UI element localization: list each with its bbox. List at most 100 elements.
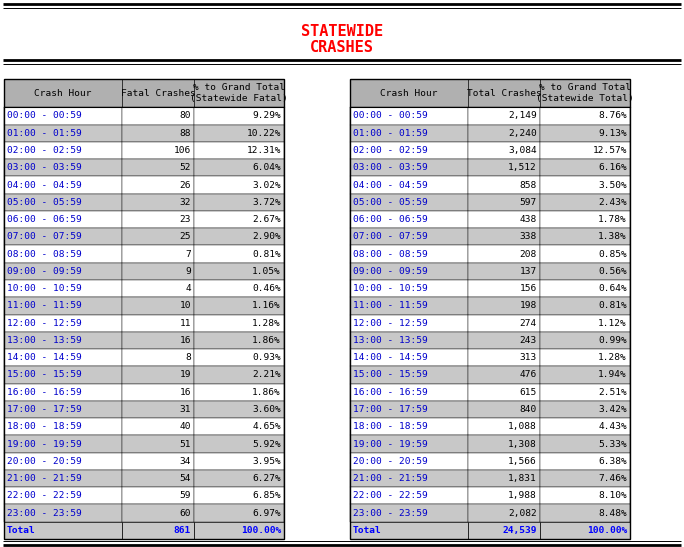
Bar — [122, 504, 194, 522]
Text: 6.27%: 6.27% — [252, 474, 281, 483]
Text: 1.94%: 1.94% — [598, 370, 627, 380]
Text: 0.85%: 0.85% — [598, 249, 627, 259]
Bar — [350, 418, 468, 435]
Bar — [468, 211, 540, 228]
Bar — [540, 263, 630, 280]
Text: 1,088: 1,088 — [508, 422, 537, 431]
Bar — [468, 487, 540, 504]
Text: 21:00 - 21:59: 21:00 - 21:59 — [7, 474, 82, 483]
Bar — [350, 211, 468, 228]
Text: 26: 26 — [179, 181, 191, 189]
Bar — [468, 504, 540, 522]
Bar — [468, 263, 540, 280]
Text: 06:00 - 06:59: 06:00 - 06:59 — [353, 215, 428, 224]
Text: 10.22%: 10.22% — [246, 129, 281, 138]
Bar — [468, 159, 540, 176]
Bar — [4, 142, 122, 159]
Text: 3.95%: 3.95% — [252, 457, 281, 466]
Text: Crash Hour: Crash Hour — [380, 89, 438, 98]
Bar — [540, 453, 630, 470]
Text: 5.92%: 5.92% — [252, 440, 281, 449]
Text: Crash Hour: Crash Hour — [34, 89, 92, 98]
Bar — [468, 435, 540, 453]
Bar — [468, 349, 540, 366]
Bar — [122, 263, 194, 280]
Text: 1,308: 1,308 — [508, 440, 537, 449]
Bar — [350, 194, 468, 211]
Text: Total: Total — [353, 526, 382, 535]
Bar — [4, 470, 122, 487]
Text: 6.38%: 6.38% — [598, 457, 627, 466]
Text: 16: 16 — [179, 336, 191, 345]
Bar — [4, 107, 122, 125]
Bar — [350, 470, 468, 487]
Text: 7: 7 — [185, 249, 191, 259]
Text: 12:00 - 12:59: 12:00 - 12:59 — [353, 319, 428, 328]
Bar — [468, 418, 540, 435]
Bar — [350, 263, 468, 280]
Text: 1.05%: 1.05% — [252, 267, 281, 276]
Bar — [4, 194, 122, 211]
Bar — [350, 159, 468, 176]
Bar — [122, 418, 194, 435]
Text: 3.02%: 3.02% — [252, 181, 281, 189]
Text: 23: 23 — [179, 215, 191, 224]
Text: 21:00 - 21:59: 21:00 - 21:59 — [353, 474, 428, 483]
Bar — [194, 194, 284, 211]
Bar — [122, 366, 194, 383]
Bar — [194, 107, 284, 125]
Text: 8.10%: 8.10% — [598, 491, 627, 501]
Bar — [194, 176, 284, 194]
Text: 24,539: 24,539 — [503, 526, 537, 535]
Bar — [122, 383, 194, 401]
Text: 6.85%: 6.85% — [252, 491, 281, 501]
Text: 1,566: 1,566 — [508, 457, 537, 466]
Text: 9.29%: 9.29% — [252, 112, 281, 120]
Text: 0.46%: 0.46% — [252, 284, 281, 293]
Bar — [350, 228, 468, 246]
Bar — [122, 211, 194, 228]
Text: 60: 60 — [179, 509, 191, 517]
Bar — [4, 504, 122, 522]
Bar — [540, 246, 630, 263]
Text: 243: 243 — [520, 336, 537, 345]
Text: 313: 313 — [520, 353, 537, 362]
Bar — [4, 176, 122, 194]
Bar — [540, 125, 630, 142]
Text: % to Grand Total
(Statewide Fatal): % to Grand Total (Statewide Fatal) — [190, 83, 288, 103]
Bar — [4, 159, 122, 176]
Bar — [468, 470, 540, 487]
Text: 07:00 - 07:59: 07:00 - 07:59 — [7, 232, 82, 241]
Text: 10: 10 — [179, 301, 191, 310]
Bar — [350, 383, 468, 401]
Bar — [350, 435, 468, 453]
Bar — [4, 79, 284, 539]
Bar — [350, 315, 468, 332]
Bar — [122, 176, 194, 194]
Text: 9: 9 — [185, 267, 191, 276]
Text: 18:00 - 18:59: 18:00 - 18:59 — [353, 422, 428, 431]
Bar — [122, 297, 194, 315]
Text: 11: 11 — [179, 319, 191, 328]
Bar — [194, 332, 284, 349]
Text: 12.31%: 12.31% — [246, 146, 281, 155]
Bar — [4, 228, 122, 246]
Text: 198: 198 — [520, 301, 537, 310]
Bar — [122, 228, 194, 246]
Text: 06:00 - 06:59: 06:00 - 06:59 — [7, 215, 82, 224]
Bar — [350, 176, 468, 194]
Text: 10:00 - 10:59: 10:00 - 10:59 — [353, 284, 428, 293]
Text: 338: 338 — [520, 232, 537, 241]
Text: 02:00 - 02:59: 02:00 - 02:59 — [353, 146, 428, 155]
Bar — [122, 435, 194, 453]
Text: 4: 4 — [185, 284, 191, 293]
Text: 0.81%: 0.81% — [598, 301, 627, 310]
Text: 840: 840 — [520, 405, 537, 414]
Text: 106: 106 — [174, 146, 191, 155]
Text: 05:00 - 05:59: 05:00 - 05:59 — [353, 198, 428, 207]
Text: 9.13%: 9.13% — [598, 129, 627, 138]
Bar — [540, 211, 630, 228]
Text: 1.38%: 1.38% — [598, 232, 627, 241]
Bar — [194, 349, 284, 366]
Bar — [194, 142, 284, 159]
